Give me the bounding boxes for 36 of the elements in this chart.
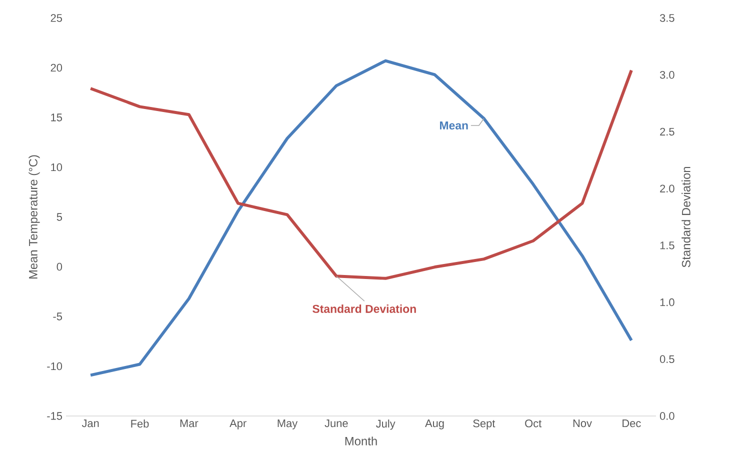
- x-tick-label: Sept: [473, 420, 496, 430]
- y2-tick-label: 1.5: [660, 242, 674, 250]
- y-tick-label: 10: [51, 163, 62, 172]
- x-tick-label: June: [324, 420, 348, 428]
- x-tick-label: Aug: [425, 420, 444, 430]
- x-tick-label: May: [278, 420, 298, 430]
- x-tick-label: Nov: [573, 420, 592, 428]
- x-tick-label: Oct: [525, 420, 542, 428]
- x-tick-label: Mar: [180, 420, 198, 428]
- x-tick-label: Apr: [230, 420, 246, 430]
- y2-tick-label: 3.5: [660, 14, 674, 22]
- y-tick-label: 20: [50, 64, 62, 72]
- y-axis-title: Mean Temperature (°C): [28, 155, 40, 279]
- line-series: [89, 59, 633, 377]
- y2-tick-label: 0.0: [660, 412, 674, 420]
- y2-tick-label: 0.5: [660, 355, 674, 364]
- x-tick-label: Dec: [622, 420, 641, 428]
- series-label: Mean: [440, 122, 468, 130]
- y2-tick-label: 3.0: [660, 70, 674, 79]
- y2-tick-label: 1.0: [660, 298, 674, 306]
- y2-tick-label: 2.0: [660, 184, 674, 192]
- y-tick-label: -5: [53, 312, 62, 320]
- y-tick-label: 25: [50, 14, 62, 22]
- y2-axis-title: Standard Deviation: [682, 166, 690, 268]
- y-tick-label: 15: [51, 114, 62, 122]
- y-tick-label: -10: [47, 362, 62, 370]
- line-series: [89, 68, 633, 280]
- x-axis-title: Month: [345, 436, 377, 446]
- x-tick-label: July: [376, 420, 396, 430]
- y2-tick-label: 2.5: [660, 128, 674, 136]
- x-tick-label: Feb: [131, 420, 149, 428]
- y-tick-label: 5: [56, 213, 62, 221]
- text: Standard Deviation: [312, 304, 416, 313]
- y-tick-label: 0: [56, 262, 62, 271]
- y-tick-label: -15: [47, 412, 62, 420]
- x-tick-label: Jan: [82, 420, 99, 428]
